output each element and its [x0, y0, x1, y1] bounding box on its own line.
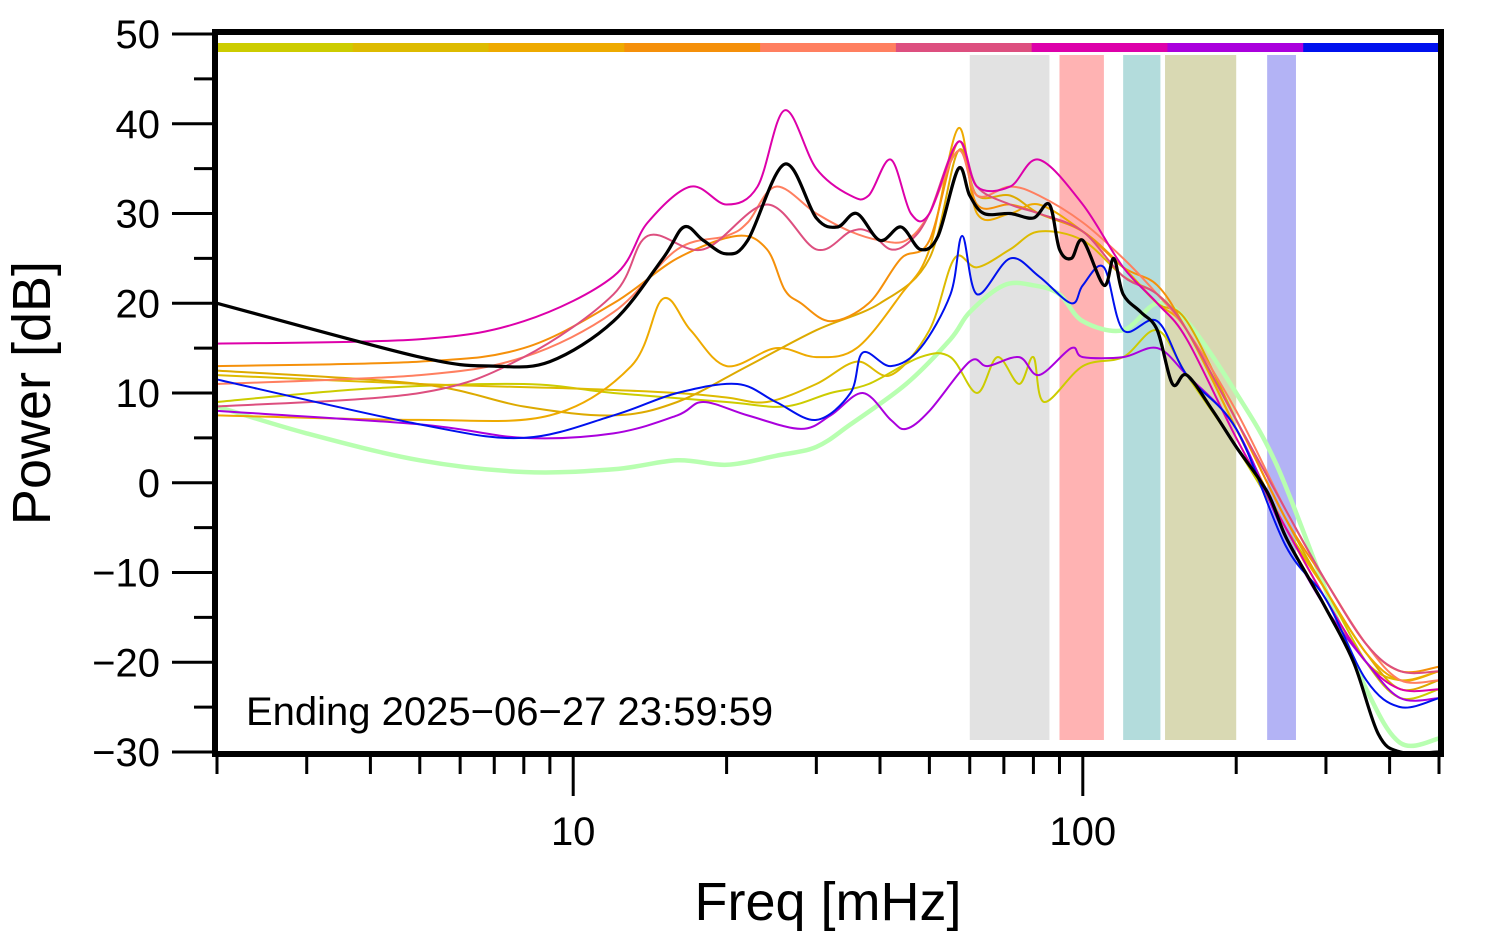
color-bar-segment-2	[352, 43, 490, 52]
shaded-band-3	[1123, 55, 1161, 740]
x-tick-label: 100	[1049, 810, 1116, 854]
series-lines	[217, 109, 1439, 752]
x-tick-label: 10	[551, 810, 596, 854]
series-line-7	[217, 149, 1439, 684]
color-bar-segment-1	[217, 43, 354, 52]
color-bar-segment-8	[1167, 43, 1304, 52]
x-axis: 10 100	[215, 754, 1441, 854]
y-tick-label: 10	[116, 372, 161, 416]
y-tick-label: 50	[116, 13, 161, 57]
shaded-band-1	[969, 55, 1050, 740]
y-tick-label: 0	[138, 462, 160, 506]
y-axis: 50 40 30 20 10 0 −10 −20 −30	[92, 13, 215, 775]
series-line-12	[217, 162, 1439, 752]
shaded-band-2	[1059, 55, 1104, 740]
series-line-9	[217, 109, 1439, 693]
color-bar-segment-9	[1303, 43, 1440, 52]
shaded-bands	[969, 55, 1296, 740]
color-bar-segment-3	[488, 43, 625, 52]
y-tick-label: −30	[92, 731, 160, 775]
y-tick-label: 30	[116, 193, 161, 237]
series-line-5	[217, 127, 1439, 682]
ending-timestamp-annotation: Ending 2025−06−27 23:59:59	[246, 690, 773, 734]
shaded-band-5	[1267, 55, 1296, 740]
y-tick-label: −20	[92, 641, 160, 685]
y-tick-label: 20	[116, 282, 161, 326]
y-tick-label: −10	[92, 552, 160, 596]
top-color-bar	[217, 43, 1440, 52]
y-tick-label: 40	[116, 103, 161, 147]
series-line-1	[217, 280, 1439, 749]
color-bar-segment-4	[624, 43, 761, 52]
color-bar-segment-5	[760, 43, 897, 52]
color-bar-segment-6	[895, 43, 1033, 52]
series-line-2	[217, 329, 1439, 701]
color-bar-segment-7	[1031, 43, 1168, 52]
y-axis-title: Power [dB]	[2, 261, 62, 525]
series-line-10	[217, 346, 1439, 702]
x-axis-title: Freq [mHz]	[694, 872, 961, 932]
